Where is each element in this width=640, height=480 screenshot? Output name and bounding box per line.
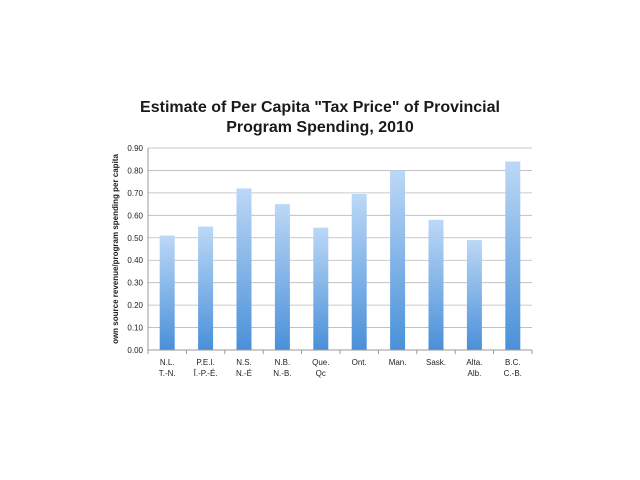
x-tick-label: N.S. xyxy=(236,358,252,367)
x-tick-label: T.-N. xyxy=(159,369,176,378)
x-tick-label: Sask. xyxy=(426,358,446,367)
bar xyxy=(236,188,252,350)
x-tick-label: Man. xyxy=(389,358,407,367)
bar xyxy=(313,227,329,350)
x-tick-label: Qc xyxy=(316,369,326,378)
labels: 0.00 0.10 0.20 0.30 0.40 0.50 0.60 0.70 0.80 0.90… xyxy=(111,144,522,378)
y-tick-label: 0.40 xyxy=(127,256,143,265)
y-tick-label: 0.50 xyxy=(127,234,143,243)
x-tick-label: N.-B. xyxy=(273,369,291,378)
bar xyxy=(466,240,482,350)
y-axis-title: own source revenue/program spending per … xyxy=(111,154,120,344)
bar xyxy=(274,204,290,350)
bar xyxy=(428,219,444,350)
x-tick-label: B.C. xyxy=(505,358,521,367)
chart-title-line-1: Estimate of Per Capita "Tax Price" of Pr… xyxy=(140,99,500,116)
axes xyxy=(147,148,533,354)
y-tick-label: 0.80 xyxy=(127,166,143,175)
chart-title: Estimate of Per Capita "Tax Price" of Pr… xyxy=(0,98,640,138)
bar xyxy=(351,194,367,350)
x-tick-label: C.-B. xyxy=(504,369,522,378)
x-tick-label: Î.-P.-É. xyxy=(193,369,218,378)
x-tick-label: Que. xyxy=(312,358,329,367)
bar xyxy=(505,161,521,350)
y-tick-label: 0.70 xyxy=(127,189,143,198)
bar xyxy=(198,226,214,350)
x-tick-label: N.L. xyxy=(160,358,175,367)
y-tick-label: 0.20 xyxy=(127,301,143,310)
chart-title-line-2: Program Spending, 2010 xyxy=(226,119,414,136)
bar xyxy=(159,235,175,350)
x-tick-label: N.B. xyxy=(275,358,291,367)
bars xyxy=(159,161,521,350)
x-tick-label: Alta. xyxy=(466,358,482,367)
x-tick-label: Ont. xyxy=(352,358,367,367)
x-tick-label: P.E.I. xyxy=(196,358,215,367)
x-tick-label: N.-É xyxy=(236,369,252,378)
y-tick-label: 0.60 xyxy=(127,211,143,220)
x-tick-label: Alb. xyxy=(468,369,482,378)
y-tick-label: 0.90 xyxy=(127,144,143,153)
y-tick-label: 0.00 xyxy=(127,346,143,355)
bar xyxy=(390,170,406,350)
y-tick-label: 0.30 xyxy=(127,279,143,288)
y-tick-label: 0.10 xyxy=(127,324,143,333)
